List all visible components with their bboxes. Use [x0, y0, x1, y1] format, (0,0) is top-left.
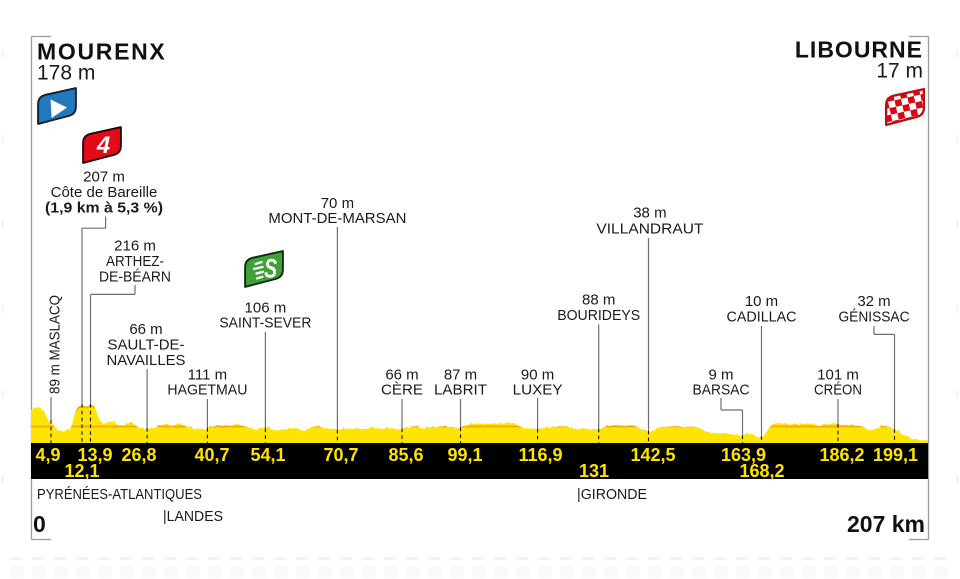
svg-text:88 m: 88 m: [582, 292, 615, 309]
svg-text:89 m MASLACQ: 89 m MASLACQ: [47, 295, 64, 394]
svg-text:199,1: 199,1: [873, 445, 918, 465]
svg-text:101 m: 101 m: [817, 367, 859, 384]
svg-text:SAINT-SEVER: SAINT-SEVER: [219, 315, 311, 332]
svg-text:|LANDES: |LANDES: [163, 508, 223, 525]
svg-text:NAVAILLES: NAVAILLES: [107, 352, 186, 369]
svg-text:13,9: 13,9: [77, 445, 112, 465]
svg-text:178 m: 178 m: [37, 62, 95, 85]
svg-text:17 m: 17 m: [876, 60, 923, 83]
svg-text:207 m: 207 m: [83, 169, 125, 186]
svg-text:VILLANDRAUT: VILLANDRAUT: [596, 221, 703, 238]
svg-text:163,9: 163,9: [721, 445, 766, 465]
svg-text:99,1: 99,1: [447, 445, 482, 465]
svg-text:12,1: 12,1: [64, 461, 99, 481]
svg-text:PYRÉNÉES-ATLANTIQUES: PYRÉNÉES-ATLANTIQUES: [37, 486, 202, 503]
svg-text:87 m: 87 m: [444, 367, 477, 384]
svg-text:111 m: 111 m: [188, 367, 227, 384]
svg-text:CADILLAC: CADILLAC: [727, 309, 797, 326]
svg-text:54,1: 54,1: [250, 445, 285, 465]
svg-text:MOURENX: MOURENX: [37, 39, 166, 65]
svg-text:186,2: 186,2: [819, 445, 864, 465]
svg-text:0: 0: [33, 511, 46, 537]
svg-text:32 m: 32 m: [857, 293, 890, 310]
svg-text:90 m: 90 m: [521, 367, 554, 384]
svg-text:BARSAC: BARSAC: [693, 382, 750, 399]
svg-text:CÈRE: CÈRE: [381, 382, 423, 399]
svg-text:10 m: 10 m: [745, 293, 778, 310]
svg-text:CRÉON: CRÉON: [814, 382, 862, 399]
svg-text:40,7: 40,7: [194, 445, 229, 465]
svg-text:116,9: 116,9: [518, 445, 562, 465]
svg-text:168,2: 168,2: [739, 461, 784, 481]
svg-text:(1,9 km à 5,3 %): (1,9 km à 5,3 %): [45, 200, 163, 217]
svg-text:131: 131: [579, 461, 609, 481]
svg-text:106 m: 106 m: [245, 300, 287, 317]
svg-text:BOURIDEYS: BOURIDEYS: [557, 307, 640, 324]
svg-text:Côte de Bareille: Côte de Bareille: [51, 184, 158, 201]
svg-text:SAULT-DE-: SAULT-DE-: [108, 337, 185, 354]
svg-text:LIBOURNE: LIBOURNE: [795, 37, 923, 63]
svg-text:9 m: 9 m: [708, 367, 733, 384]
svg-text:207 km: 207 km: [847, 511, 925, 537]
svg-text:ARTHEZ-: ARTHEZ-: [106, 253, 164, 270]
svg-text:4: 4: [96, 132, 110, 159]
svg-text:26,8: 26,8: [121, 445, 156, 465]
svg-text:66 m: 66 m: [385, 367, 418, 384]
svg-text:85,6: 85,6: [388, 445, 423, 465]
svg-text:216 m: 216 m: [114, 238, 156, 255]
svg-text:70 m: 70 m: [321, 195, 354, 212]
svg-text:GÉNISSAC: GÉNISSAC: [839, 309, 910, 326]
svg-text:38 m: 38 m: [633, 205, 666, 222]
svg-text:HAGETMAU: HAGETMAU: [167, 382, 247, 399]
svg-text:LUXEY: LUXEY: [513, 382, 563, 399]
svg-text:4,9: 4,9: [35, 445, 60, 465]
svg-text:70,7: 70,7: [323, 445, 358, 465]
svg-text:MONT-DE-MARSAN: MONT-DE-MARSAN: [268, 210, 406, 227]
svg-text:DE-BÉARN: DE-BÉARN: [99, 269, 171, 286]
svg-text:142,5: 142,5: [630, 445, 675, 465]
svg-text:S: S: [264, 254, 277, 284]
svg-text:|GIRONDE: |GIRONDE: [577, 486, 647, 503]
svg-text:66 m: 66 m: [129, 321, 162, 338]
svg-text:LABRIT: LABRIT: [434, 382, 487, 399]
